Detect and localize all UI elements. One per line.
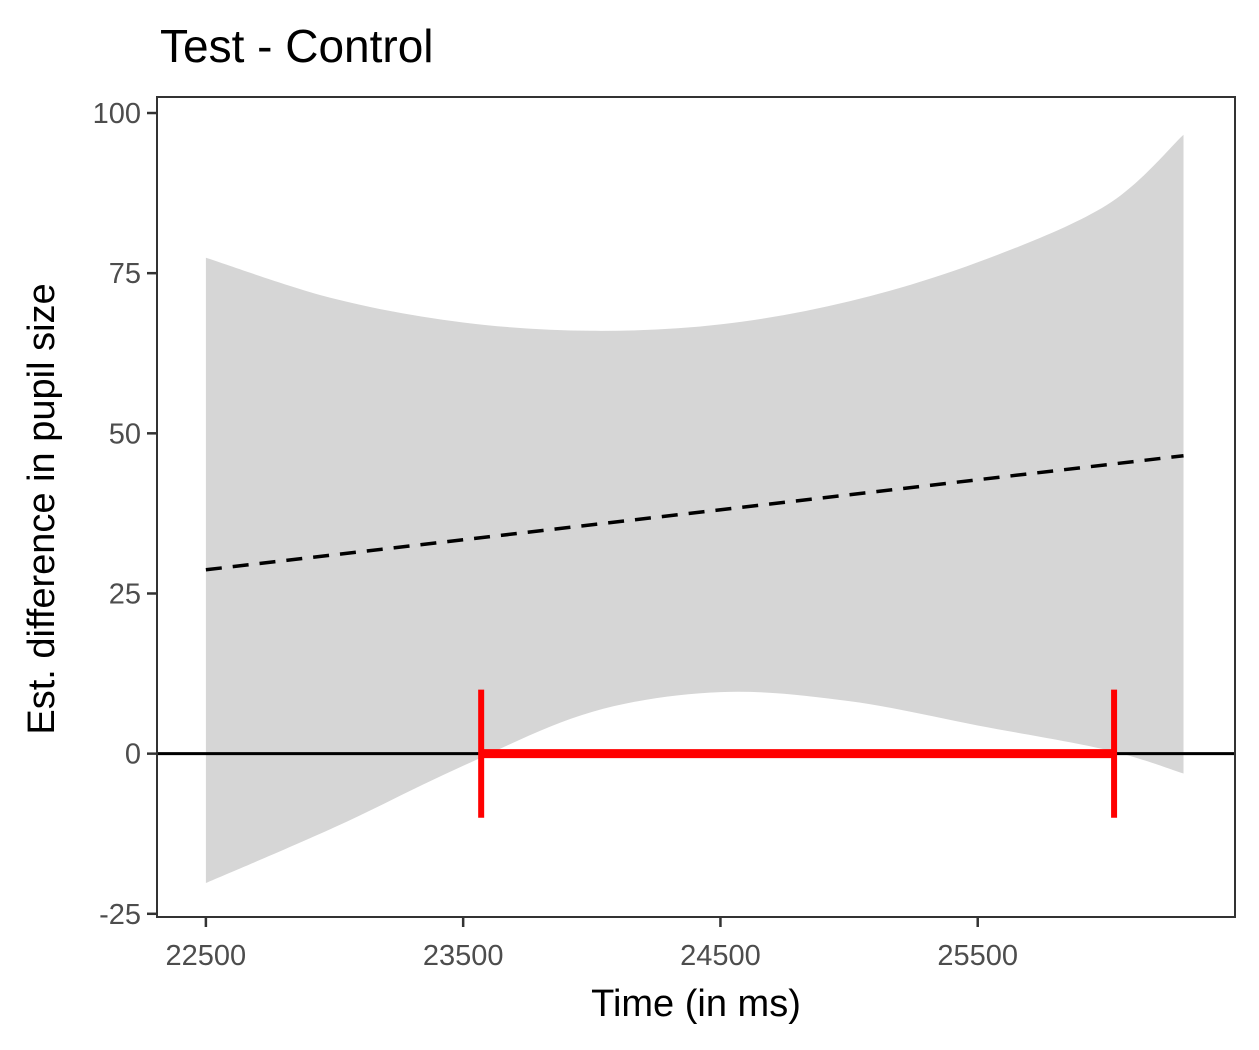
y-tick-label: -25	[99, 899, 141, 931]
y-tick-label: 75	[109, 258, 141, 290]
x-tick-label: 25500	[937, 940, 1018, 972]
estimate-line	[205, 454, 1184, 572]
x-axis-title: Time (in ms)	[591, 983, 801, 1025]
y-tick-label: 100	[93, 98, 141, 130]
y-tick-label: 25	[109, 578, 141, 610]
plot-area	[157, 134, 1235, 884]
axes: -25 0 25 50 75 100 22500 23500 24500 25500	[93, 96, 1236, 972]
y-axis-title: Est. difference in pupil size	[21, 283, 63, 734]
y-tick-label: 50	[109, 418, 141, 450]
y-tick-label: 0	[125, 739, 141, 771]
x-tick-label: 24500	[680, 940, 761, 972]
x-tick-label: 23500	[423, 940, 504, 972]
chart-title: Test - Control	[160, 20, 434, 72]
confidence-band	[205, 134, 1184, 884]
panel-border	[156, 96, 1236, 918]
x-tick-label: 22500	[166, 940, 247, 972]
